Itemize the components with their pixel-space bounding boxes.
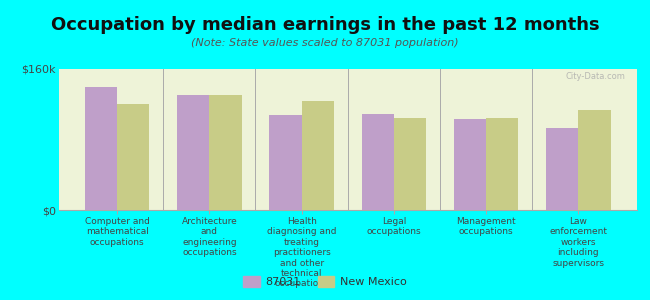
Bar bbox=[546, 128, 578, 210]
Bar bbox=[578, 110, 611, 210]
Bar bbox=[117, 104, 150, 210]
Bar bbox=[209, 95, 242, 210]
Bar bbox=[361, 114, 394, 210]
Bar bbox=[486, 118, 519, 210]
Text: Occupation by median earnings in the past 12 months: Occupation by median earnings in the pas… bbox=[51, 16, 599, 34]
Bar bbox=[269, 115, 302, 210]
Text: City-Data.com: City-Data.com bbox=[566, 72, 625, 81]
Bar bbox=[84, 87, 117, 210]
Bar bbox=[454, 119, 486, 210]
Bar bbox=[177, 95, 209, 210]
Bar bbox=[302, 101, 334, 210]
Legend: 87031, New Mexico: 87031, New Mexico bbox=[239, 271, 411, 291]
Text: (Note: State values scaled to 87031 population): (Note: State values scaled to 87031 popu… bbox=[191, 38, 459, 47]
Bar bbox=[394, 118, 426, 210]
